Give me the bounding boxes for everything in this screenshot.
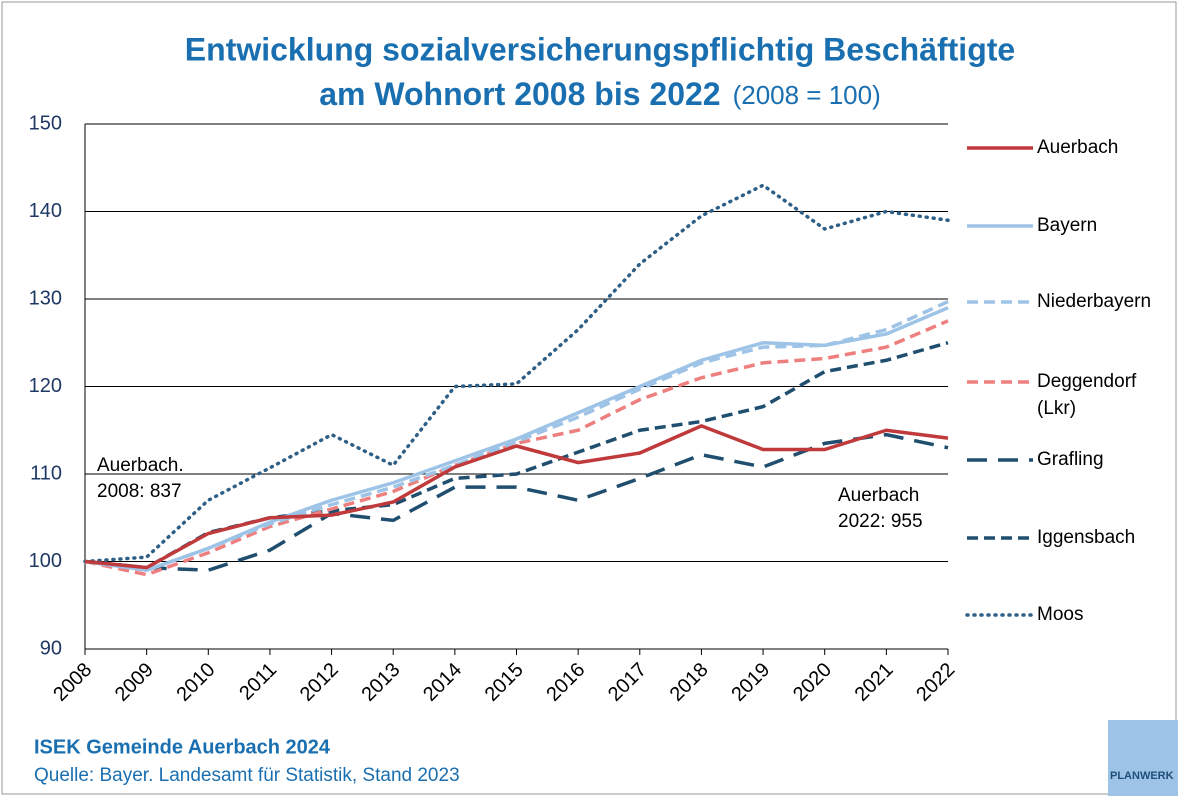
legend-item: Moos xyxy=(965,601,1178,628)
chart-subtitle: (2008 = 100) xyxy=(733,80,881,110)
x-tick-label: 2008 xyxy=(49,659,96,706)
legend-swatch-box xyxy=(967,536,1033,540)
y-tick-label: 120 xyxy=(29,375,62,397)
annotation: Auerbach. xyxy=(97,455,184,476)
legend-label: Niederbayern xyxy=(1037,291,1152,312)
x-tick-label: 2017 xyxy=(604,659,651,706)
chart-title: Entwicklung sozialversicherungspflichtig… xyxy=(185,31,1015,67)
x-tick-label: 2020 xyxy=(789,659,836,706)
legend-label: Bayern xyxy=(1037,215,1098,236)
footer-source: Quelle: Bayer. Landesamt für Statistik, … xyxy=(34,765,460,786)
legend-label: Auerbach xyxy=(1037,137,1119,158)
series-line xyxy=(84,341,949,570)
legend-swatch-box xyxy=(967,224,1033,228)
y-tick-label: 140 xyxy=(29,200,62,222)
legend-swatch-box xyxy=(967,380,1033,384)
annotation: 2008: 837 xyxy=(97,481,182,502)
series-line xyxy=(84,432,949,573)
logo-box xyxy=(1108,720,1178,796)
x-tick-label: 2019 xyxy=(727,659,774,706)
legend-item: Deggendorf (Lkr) xyxy=(965,368,1178,422)
x-tick-label: 2013 xyxy=(357,659,404,706)
y-tick-label: 130 xyxy=(29,287,62,309)
series-line xyxy=(84,319,949,577)
y-tick-label: 90 xyxy=(40,637,62,659)
series-line xyxy=(84,306,949,573)
annotation: Auerbach xyxy=(838,485,919,506)
y-tick-label: 110 xyxy=(30,462,62,484)
legend-swatch-box xyxy=(967,300,1033,304)
legend-swatch-box xyxy=(967,458,1033,462)
series-line xyxy=(84,423,949,570)
x-tick-label: 2009 xyxy=(111,659,158,706)
x-tick-label: 2015 xyxy=(481,659,528,706)
legend-item: Iggensbach xyxy=(965,524,1178,551)
legend-swatch-box xyxy=(967,146,1033,150)
x-tick-label: 2011 xyxy=(235,659,281,705)
y-tick-label: 150 xyxy=(29,112,62,134)
x-tick-label: 2016 xyxy=(542,659,589,706)
legend-swatch-box xyxy=(965,613,1035,617)
legend-label: Deggendorf (Lkr) xyxy=(1037,371,1137,419)
legend-item: Auerbach xyxy=(965,134,1178,161)
legend-label: Moos xyxy=(1037,604,1084,625)
legend-label: Iggensbach xyxy=(1037,527,1136,548)
series-line xyxy=(83,183,950,564)
x-tick-label: 2022 xyxy=(912,659,959,706)
chart-title-line: am Wohnort 2008 bis 2022 (2008 = 100) xyxy=(319,76,881,112)
logo: PLANWERK xyxy=(1110,770,1174,782)
x-tick-label: 2018 xyxy=(666,659,713,706)
x-tick-label: 2021 xyxy=(851,659,898,706)
legend-label: Grafling xyxy=(1037,449,1104,470)
footer-title: ISEK Gemeinde Auerbach 2024 xyxy=(34,736,331,758)
y-tick-label: 100 xyxy=(29,550,62,572)
x-tick-label: 2010 xyxy=(173,659,220,706)
legend-item: Niederbayern xyxy=(965,288,1178,315)
x-tick-label: 2012 xyxy=(296,659,343,706)
x-tick-label: 2014 xyxy=(419,659,466,706)
legend-item: Bayern xyxy=(965,212,1178,239)
annotation: 2022: 955 xyxy=(838,511,923,532)
legend-item: Grafling xyxy=(965,446,1178,473)
chart-title: am Wohnort 2008 bis 2022 xyxy=(319,76,720,112)
